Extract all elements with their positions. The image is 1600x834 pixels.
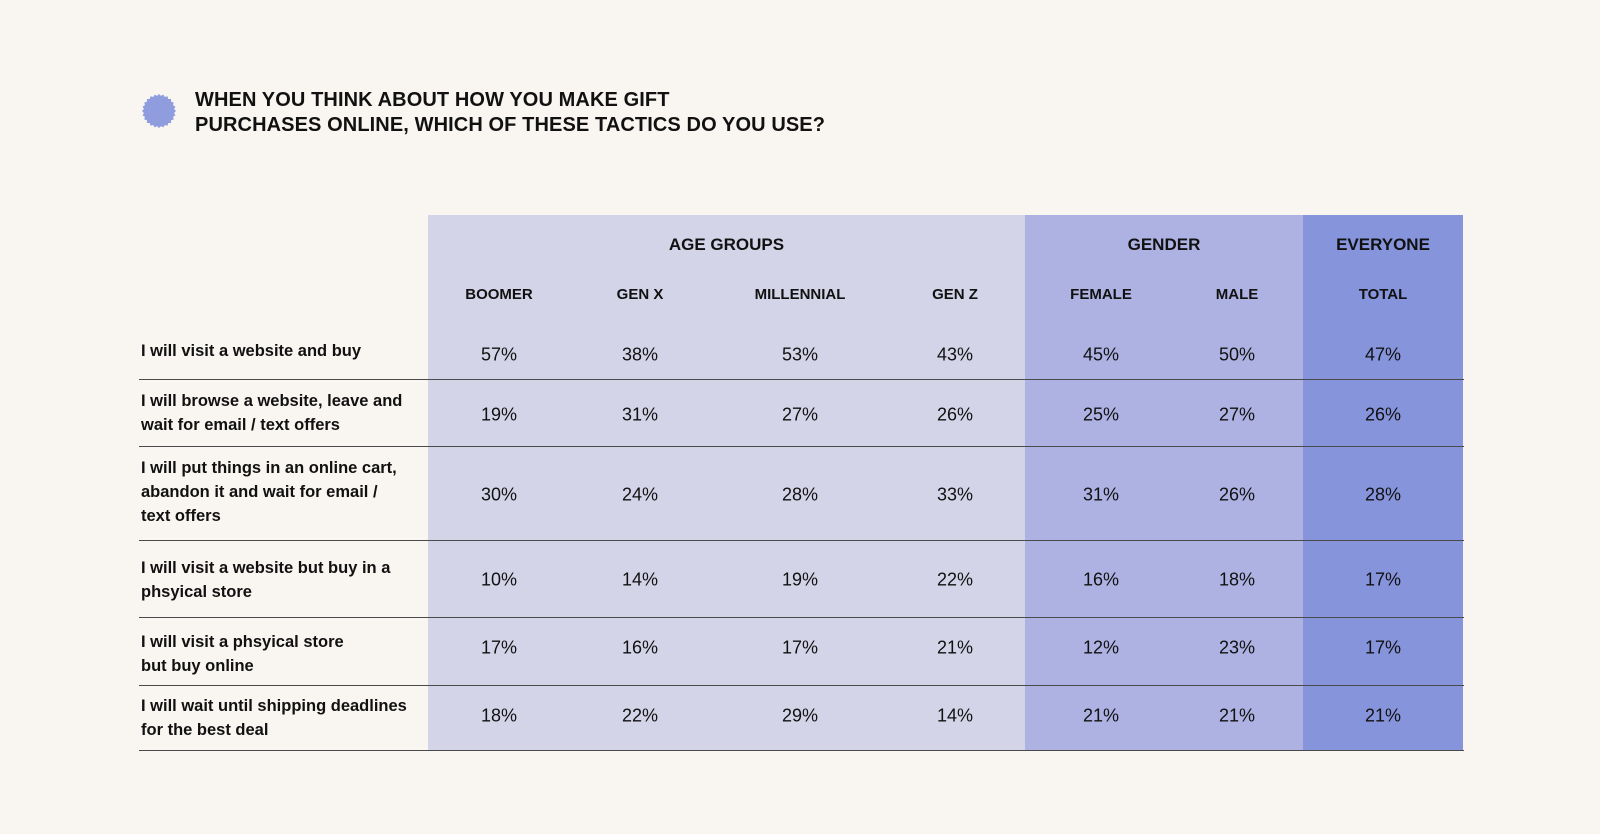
table-cell: 16% bbox=[621, 637, 659, 658]
table-cell: 14% bbox=[621, 569, 659, 590]
row-divider bbox=[139, 685, 1464, 686]
column-header-gen-x: GEN X bbox=[616, 286, 664, 303]
group-header-gender: GENDER bbox=[1127, 235, 1201, 254]
gender-band bbox=[1025, 215, 1303, 751]
table-cell: 50% bbox=[1218, 344, 1256, 365]
row-label: I will put things in an online cart, aba… bbox=[141, 459, 397, 525]
table-cell: 28% bbox=[1364, 484, 1402, 505]
row-label: I will visit a phsyical store but buy on… bbox=[141, 633, 344, 675]
table-cell: 10% bbox=[480, 569, 518, 590]
row-divider bbox=[139, 750, 1464, 751]
table-cell: 17% bbox=[781, 637, 819, 658]
table-cell: 19% bbox=[781, 569, 819, 590]
table-cell: 24% bbox=[621, 484, 659, 505]
table-cell: 31% bbox=[1082, 484, 1120, 505]
table-cell: 31% bbox=[621, 404, 659, 425]
table-cell: 22% bbox=[936, 569, 974, 590]
table-cell: 29% bbox=[781, 705, 819, 726]
table-cell: 16% bbox=[1082, 569, 1120, 590]
row-label: I will wait until shipping deadlines for… bbox=[141, 697, 407, 739]
age-groups-band bbox=[428, 215, 1025, 751]
table-cell: 17% bbox=[1364, 637, 1402, 658]
table-cell: 47% bbox=[1364, 344, 1402, 365]
column-header-boomer: BOOMER bbox=[465, 286, 533, 303]
table-cell: 57% bbox=[480, 344, 518, 365]
table-cell: 17% bbox=[480, 637, 518, 658]
table-cell: 23% bbox=[1218, 637, 1256, 658]
row-divider bbox=[139, 540, 1464, 541]
table-cell: 38% bbox=[621, 344, 659, 365]
scalloped-circle-icon bbox=[142, 94, 176, 128]
table-cell: 53% bbox=[781, 344, 819, 365]
table-cell: 27% bbox=[1218, 404, 1256, 425]
table-cell: 12% bbox=[1082, 637, 1120, 658]
table-cell: 21% bbox=[1364, 705, 1402, 726]
table-cell: 21% bbox=[936, 637, 974, 658]
column-header-female: FEMALE bbox=[1070, 286, 1132, 303]
row-label: I will visit a website and buy bbox=[141, 342, 362, 360]
table-cell: 45% bbox=[1082, 344, 1120, 365]
table-cell: 30% bbox=[480, 484, 518, 505]
row-label: I will visit a website but buy in a phsy… bbox=[141, 559, 391, 601]
table-cell: 28% bbox=[781, 484, 819, 505]
everyone-band bbox=[1303, 215, 1463, 751]
table-cell: 17% bbox=[1364, 569, 1402, 590]
table-cell: 43% bbox=[936, 344, 974, 365]
column-header-millennial: MILLENNIAL bbox=[754, 286, 846, 303]
chart-title: WHEN YOU THINK ABOUT HOW YOU MAKE GIFT P… bbox=[195, 89, 826, 136]
table-cell: 18% bbox=[480, 705, 518, 726]
row-divider bbox=[139, 379, 1464, 380]
table-cell: 26% bbox=[936, 404, 974, 425]
table-cell: 27% bbox=[781, 404, 819, 425]
table-cell: 19% bbox=[480, 404, 518, 425]
column-header-gen-z: GEN Z bbox=[932, 286, 978, 303]
group-header-everyone: EVERYONE bbox=[1336, 235, 1430, 254]
table-cell: 21% bbox=[1218, 705, 1256, 726]
row-label: I will browse a website, leave and wait … bbox=[141, 392, 403, 434]
table-cell: 25% bbox=[1082, 404, 1120, 425]
table-cell: 26% bbox=[1218, 484, 1256, 505]
column-header-total: TOTAL bbox=[1358, 286, 1408, 303]
table-cell: 33% bbox=[936, 484, 974, 505]
table-cell: 21% bbox=[1082, 705, 1120, 726]
table-cell: 22% bbox=[621, 705, 659, 726]
table-cell: 26% bbox=[1364, 404, 1402, 425]
row-divider bbox=[139, 446, 1464, 447]
table-cell: 14% bbox=[936, 705, 974, 726]
group-header-age-groups: AGE GROUPS bbox=[668, 235, 785, 254]
column-header-male: MALE bbox=[1215, 286, 1259, 303]
row-divider bbox=[139, 617, 1464, 618]
table-cell: 18% bbox=[1218, 569, 1256, 590]
